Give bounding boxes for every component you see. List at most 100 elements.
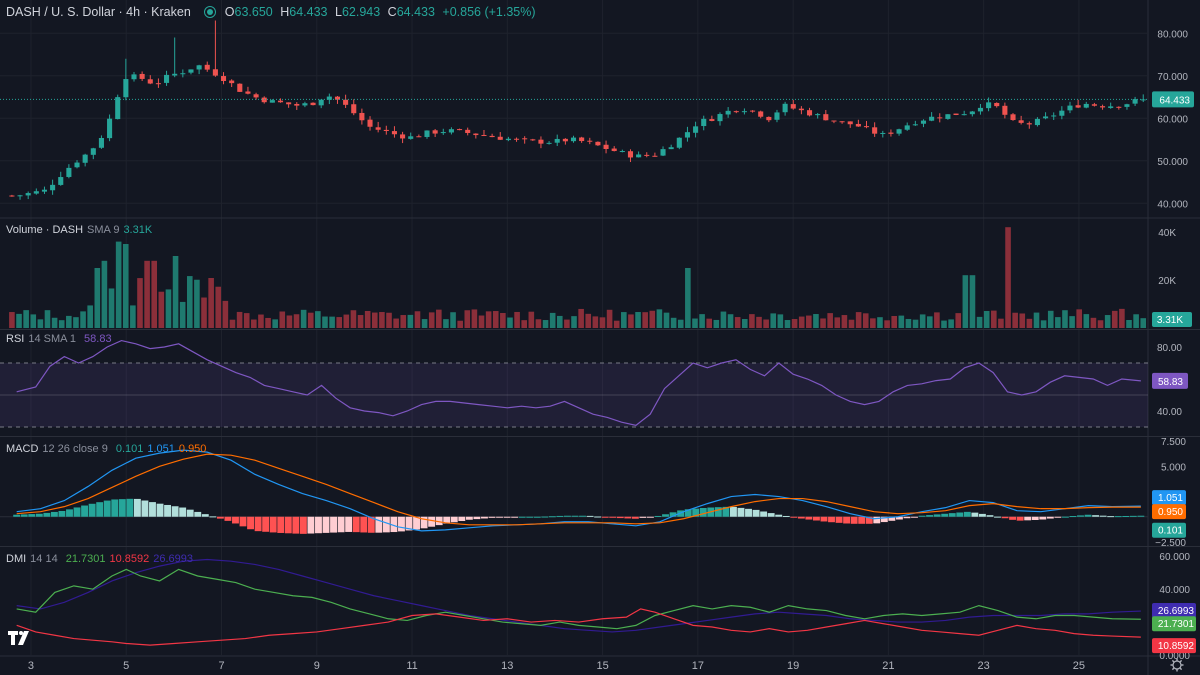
dmi-legend[interactable]: DMI 14 14 21.7301 10.8592 26.6993 <box>6 553 193 565</box>
candle <box>489 135 495 138</box>
volume-bar <box>756 316 762 328</box>
volume-bar <box>1026 318 1033 328</box>
candle <box>961 114 967 116</box>
candle <box>513 138 520 140</box>
volume-bar <box>137 278 143 328</box>
volume-bar <box>1140 318 1147 328</box>
volume-bar <box>692 318 698 328</box>
volume-bar <box>656 309 663 328</box>
candle <box>326 96 332 100</box>
volume-bar <box>791 319 798 328</box>
symbol-title[interactable]: DASH / U. S. Dollar · 4h · Kraken <box>6 5 191 19</box>
candle <box>847 121 853 125</box>
macd-histogram-bar <box>390 516 398 533</box>
candle <box>831 120 837 122</box>
candle <box>562 138 568 142</box>
volume-bar <box>813 314 819 328</box>
macd-histogram-bar <box>812 516 820 521</box>
macd-histogram-bar <box>639 516 647 518</box>
candle <box>986 102 992 109</box>
dmi-axis-tick-label: 0.0000 <box>1159 651 1190 662</box>
tradingview-logo-icon[interactable] <box>6 628 34 648</box>
volume-bar <box>194 279 200 328</box>
candle <box>375 127 381 130</box>
gear-tooth <box>1179 667 1183 671</box>
volume-bar <box>215 286 222 328</box>
close-value: 64.433 <box>396 5 435 19</box>
volume-bar <box>165 289 172 328</box>
volume-bar <box>706 318 713 328</box>
volume-bar <box>535 319 542 328</box>
dmi-legend-adx: 26.6993 <box>153 553 193 565</box>
rsi-legend-params: 14 SMA 1 <box>28 333 77 345</box>
volume-legend[interactable]: Volume · DASH SMA 9 3.31K <box>6 224 152 236</box>
candle <box>611 148 617 152</box>
rsi-line <box>16 339 1141 427</box>
volume-bar <box>919 314 926 328</box>
volume-bar <box>613 320 620 328</box>
volume-bar <box>642 312 648 328</box>
volume-bar <box>948 319 954 328</box>
candle <box>839 121 845 123</box>
candle <box>912 124 918 126</box>
volume-bar <box>798 316 805 328</box>
volume-bar <box>998 318 1004 328</box>
candle <box>277 100 284 103</box>
volume-bar <box>1133 314 1139 328</box>
open-value: 63.650 <box>234 5 273 19</box>
time-axis-tick-label: 15 <box>596 660 608 672</box>
gear-tooth <box>1171 667 1175 671</box>
candle <box>693 126 699 133</box>
candle <box>473 133 479 136</box>
macd-histogram-bar <box>352 516 360 533</box>
candle <box>880 132 886 134</box>
candle <box>74 162 80 168</box>
volume-bar <box>393 318 399 328</box>
volume-bar <box>542 320 549 328</box>
dmi-legend-plus: 21.7301 <box>65 553 106 565</box>
time-axis-tick-label: 7 <box>218 660 224 672</box>
volume-bar <box>293 314 300 328</box>
candle <box>98 138 104 148</box>
volume-bar <box>912 319 919 328</box>
candle <box>334 96 341 100</box>
rsi-legend[interactable]: RSI 14 SMA 1 58.83 <box>6 333 112 345</box>
volume-bar <box>457 320 463 328</box>
candle <box>131 74 137 80</box>
macd-histogram-bar <box>941 513 949 517</box>
market-status-icon <box>203 6 216 18</box>
candle <box>937 117 943 119</box>
candle <box>229 80 235 84</box>
macd-histogram-bar <box>458 516 466 522</box>
candle <box>953 113 959 115</box>
candle <box>212 69 218 76</box>
candle <box>774 112 780 120</box>
settings-gear-icon[interactable] <box>1170 658 1184 672</box>
volume-bar <box>862 313 869 328</box>
volume-bar <box>272 319 278 328</box>
macd-histogram-bar <box>760 511 768 517</box>
candle <box>400 134 406 139</box>
volume-bar <box>749 314 755 328</box>
macd-histogram-bar <box>994 516 1001 518</box>
macd-legend[interactable]: MACD 12 26 close 9 0.101 1.051 0.950 <box>6 443 206 455</box>
volume-bar <box>122 244 129 328</box>
macd-histogram-bar <box>1039 516 1047 520</box>
candle <box>302 103 308 106</box>
macd-histogram-bar <box>43 512 51 517</box>
candle <box>863 126 870 128</box>
volume-bar <box>926 316 933 328</box>
volume-bar <box>37 319 44 328</box>
volume-bar <box>492 311 499 328</box>
volume-bar <box>130 305 136 328</box>
volume-bar <box>186 276 193 328</box>
candle <box>82 154 88 163</box>
candle <box>66 167 72 177</box>
macd-histogram-bar <box>171 506 179 517</box>
macd-histogram-bar <box>149 502 156 517</box>
macd-histogram-bar <box>1077 515 1084 517</box>
macd-histogram-bar <box>1031 516 1039 521</box>
macd-histogram-bar <box>315 516 322 534</box>
